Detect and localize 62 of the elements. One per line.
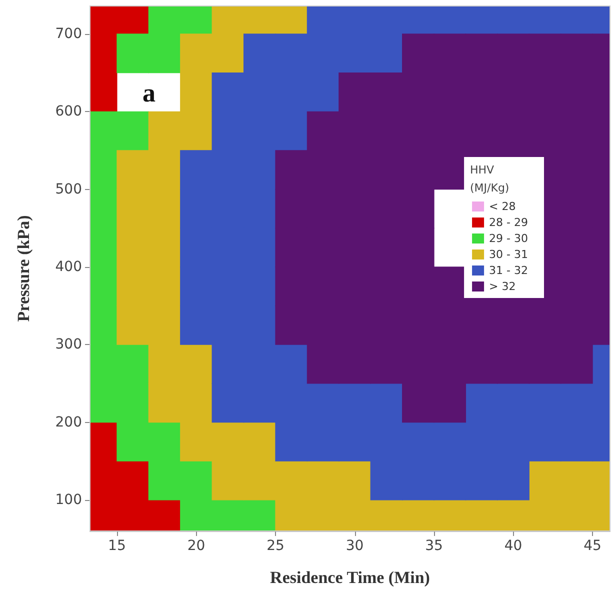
point bbox=[116, 344, 149, 384]
y-tick-label: 100 bbox=[55, 492, 82, 508]
x-tick-label: 30 bbox=[346, 538, 364, 554]
point bbox=[243, 422, 276, 462]
point bbox=[148, 228, 181, 268]
point bbox=[180, 72, 212, 112]
point bbox=[116, 34, 149, 74]
point bbox=[148, 34, 181, 74]
point bbox=[212, 422, 244, 462]
point bbox=[148, 266, 181, 306]
legend-label: 28 - 29 bbox=[489, 216, 528, 229]
y-tick-label: 500 bbox=[55, 181, 82, 198]
point bbox=[148, 188, 181, 228]
annotation: a bbox=[142, 78, 156, 108]
point bbox=[116, 111, 149, 151]
legend-label: 30 - 31 bbox=[489, 248, 528, 261]
y-tick-label: 200 bbox=[55, 414, 82, 430]
point bbox=[338, 460, 371, 500]
y-tick-label: 300 bbox=[55, 336, 82, 353]
point bbox=[116, 383, 149, 423]
y-tick-label: 600 bbox=[55, 104, 82, 120]
legend-label: < 28 bbox=[489, 200, 516, 213]
point bbox=[148, 383, 181, 423]
point bbox=[243, 460, 276, 500]
point bbox=[148, 344, 181, 384]
x-tick-label: 20 bbox=[187, 538, 206, 554]
point bbox=[275, 460, 308, 500]
point bbox=[116, 228, 149, 268]
point bbox=[180, 422, 212, 462]
point bbox=[212, 460, 244, 500]
point bbox=[148, 111, 181, 151]
point bbox=[116, 422, 149, 462]
x-tick-label: 35 bbox=[425, 538, 443, 554]
legend-label: > 32 bbox=[489, 280, 516, 293]
point bbox=[212, 34, 244, 74]
point bbox=[148, 305, 181, 345]
point bbox=[528, 460, 562, 500]
y-tick-label: 700 bbox=[55, 26, 82, 42]
point bbox=[116, 266, 149, 306]
x-tick-label: 15 bbox=[108, 538, 126, 554]
x-axis-title: Residence Time (Min) bbox=[270, 568, 430, 587]
point bbox=[560, 460, 593, 500]
point bbox=[116, 150, 149, 190]
x-tick-label: 40 bbox=[504, 538, 522, 554]
point bbox=[148, 150, 181, 190]
x-tick-label: 45 bbox=[584, 538, 602, 554]
y-tick-label: 400 bbox=[55, 258, 82, 275]
legend-label: 31 - 32 bbox=[489, 264, 528, 277]
legend-label: 29 - 30 bbox=[489, 232, 528, 245]
point bbox=[148, 460, 181, 500]
legend-title: HHV (MJ/Kg) bbox=[470, 164, 510, 194]
point bbox=[116, 305, 149, 345]
point bbox=[116, 188, 149, 228]
point bbox=[180, 383, 212, 423]
point bbox=[180, 111, 212, 151]
x-tick-label: 25 bbox=[266, 538, 284, 554]
point bbox=[180, 344, 212, 384]
point bbox=[180, 460, 212, 500]
point bbox=[180, 34, 212, 74]
point bbox=[148, 422, 181, 462]
y-axis-title: Pressure (kPa) bbox=[14, 215, 33, 322]
point bbox=[306, 460, 340, 500]
